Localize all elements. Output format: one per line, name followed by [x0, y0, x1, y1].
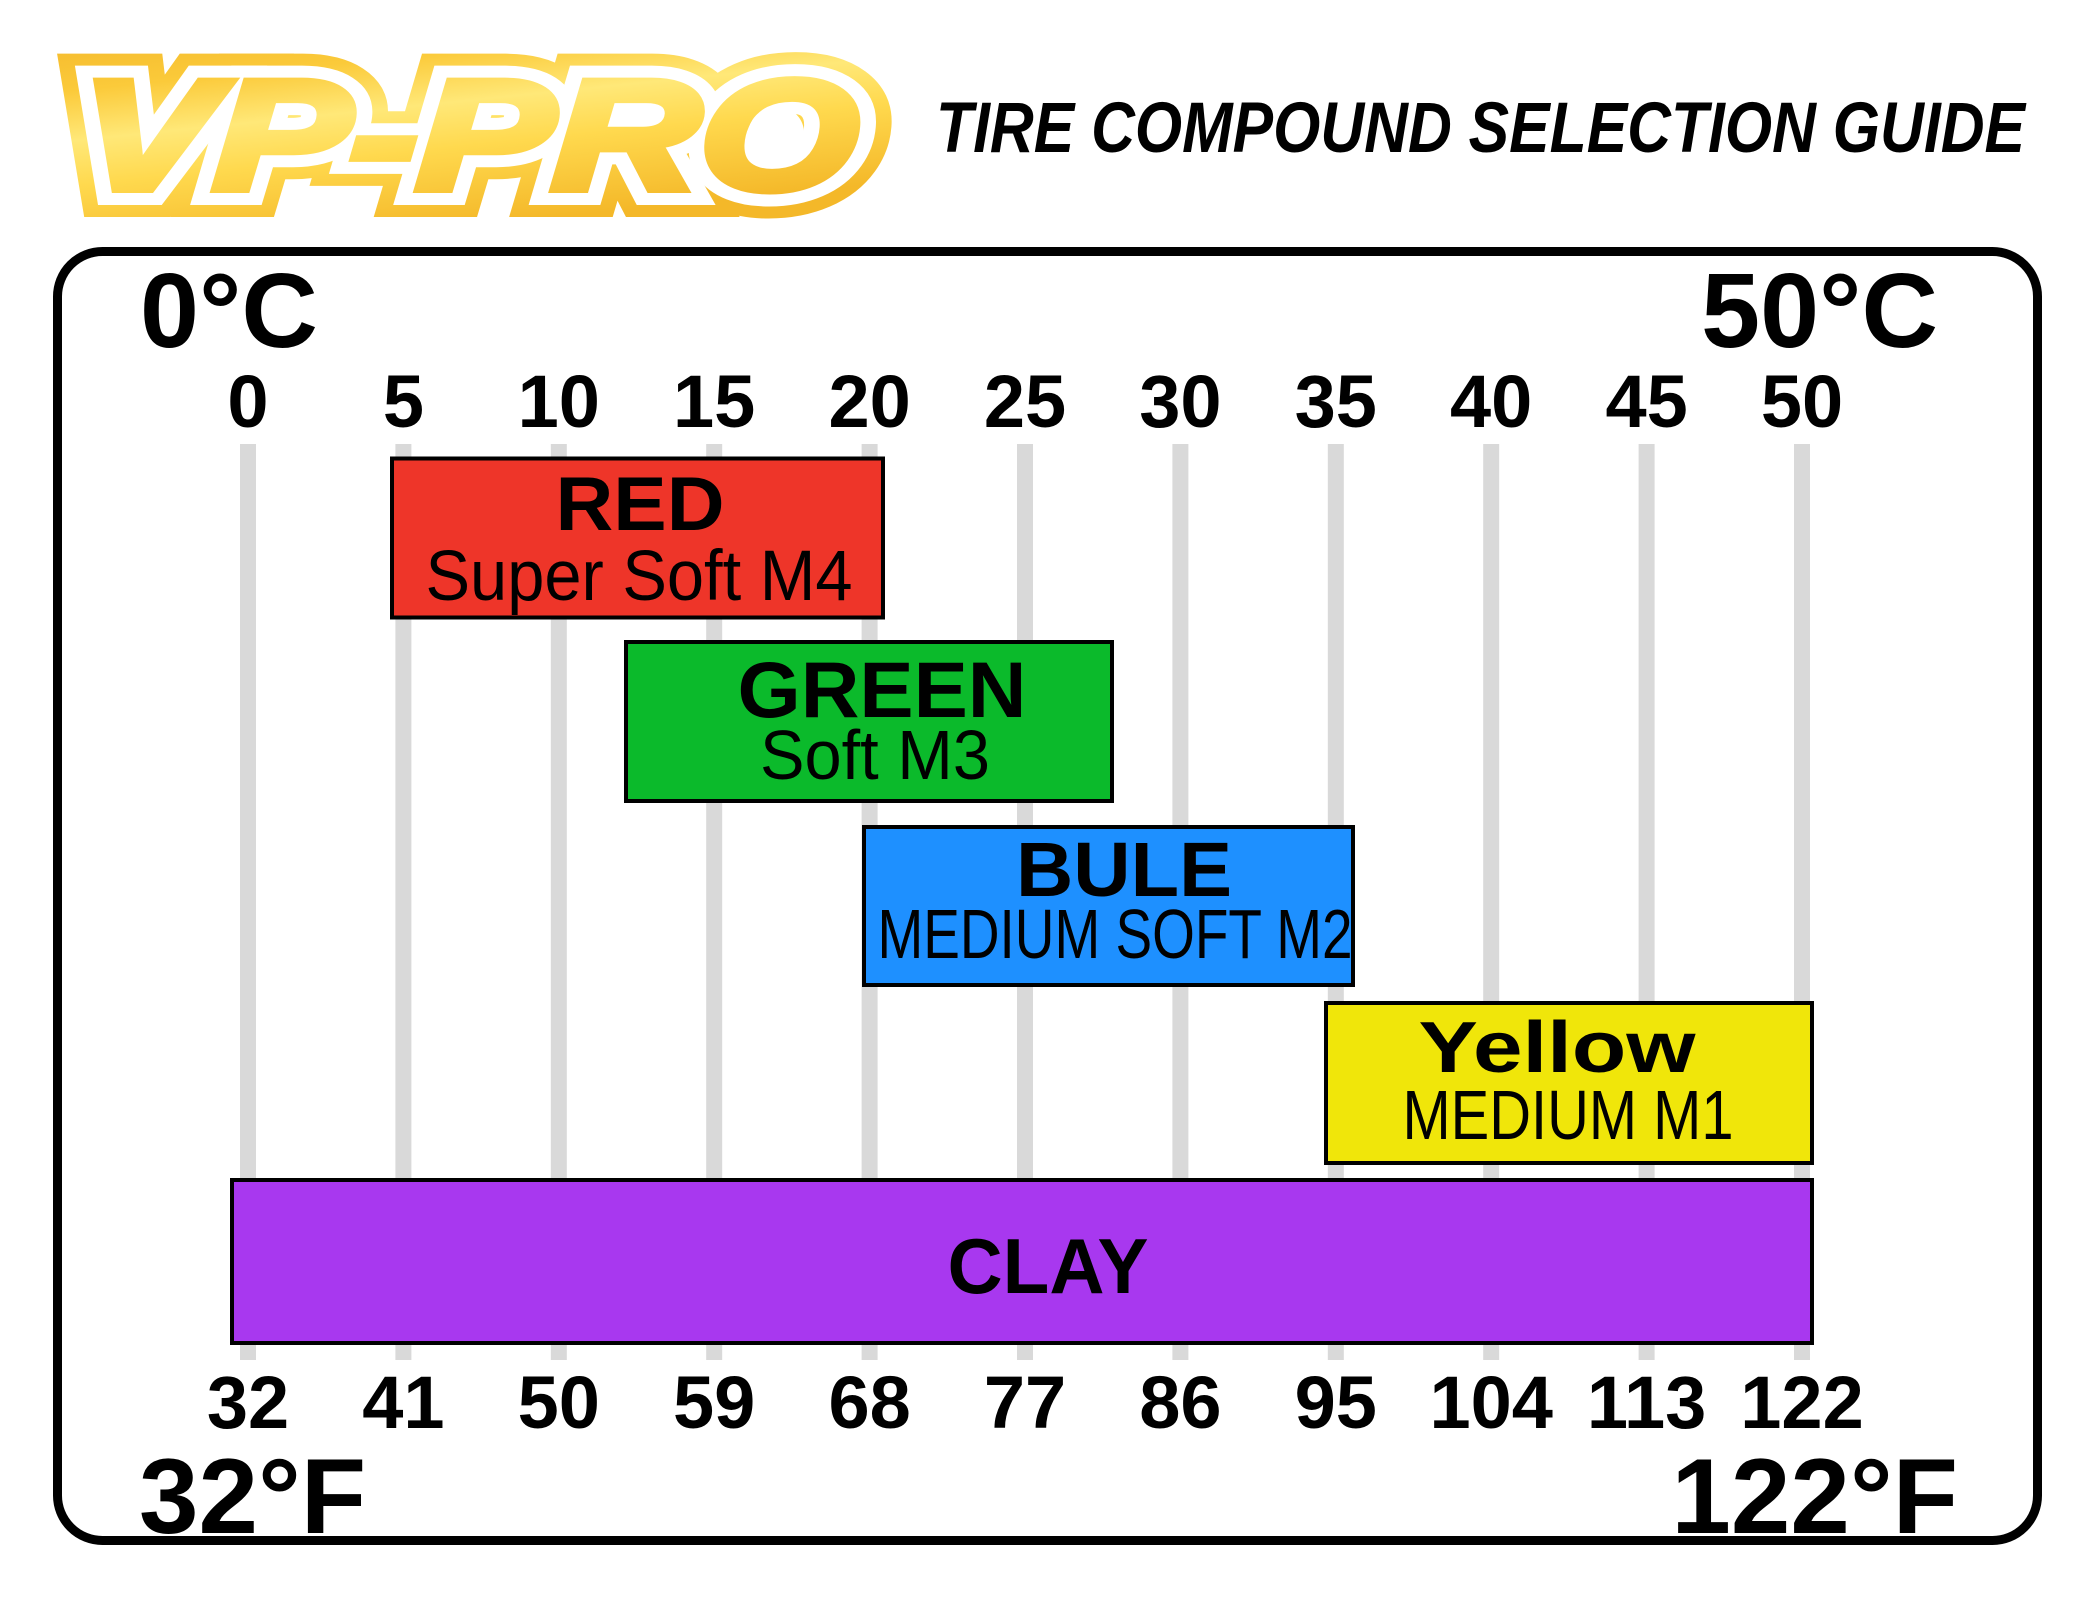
svg-text:30: 30: [1139, 360, 1221, 443]
svg-text:35: 35: [1295, 360, 1377, 443]
svg-text:86: 86: [1139, 1361, 1221, 1444]
svg-text:25: 25: [984, 360, 1066, 443]
svg-text:5: 5: [383, 360, 424, 443]
svg-text:0°C: 0°C: [140, 252, 318, 370]
svg-text:TIRE COMPOUND SELECTION GUIDE: TIRE COMPOUND SELECTION GUIDE: [936, 89, 2027, 168]
svg-text:50: 50: [1761, 360, 1843, 443]
svg-text:50°C: 50°C: [1701, 252, 1938, 370]
svg-text:Super Soft M4: Super Soft M4: [426, 537, 853, 616]
svg-text:10: 10: [518, 360, 600, 443]
svg-text:77: 77: [984, 1361, 1066, 1444]
svg-text:41: 41: [362, 1361, 444, 1444]
svg-text:GREEN: GREEN: [738, 645, 1027, 734]
svg-text:Soft M3: Soft M3: [760, 716, 990, 794]
svg-text:MEDIUM SOFT M2: MEDIUM SOFT M2: [878, 895, 1353, 973]
svg-text:95: 95: [1295, 1361, 1377, 1444]
svg-text:50: 50: [518, 1361, 600, 1444]
svg-text:20: 20: [828, 360, 910, 443]
svg-text:RED: RED: [556, 462, 725, 547]
svg-text:32°F: 32°F: [139, 1436, 366, 1556]
svg-text:32: 32: [207, 1361, 289, 1444]
svg-text:BULE: BULE: [1016, 827, 1232, 913]
svg-text:59: 59: [673, 1361, 755, 1444]
svg-text:CLAY: CLAY: [948, 1222, 1149, 1310]
svg-text:68: 68: [828, 1361, 910, 1444]
svg-text:VP-PRO: VP-PRO: [76, 49, 862, 223]
svg-text:122°F: 122°F: [1671, 1436, 1958, 1556]
svg-text:104: 104: [1429, 1361, 1552, 1444]
svg-text:15: 15: [673, 360, 755, 443]
svg-text:MEDIUM M1: MEDIUM M1: [1403, 1076, 1734, 1154]
svg-text:VP-PRO: VP-PRO: [76, 49, 862, 223]
svg-text:40: 40: [1450, 360, 1532, 443]
svg-text:45: 45: [1605, 360, 1687, 443]
svg-text:0: 0: [227, 360, 268, 443]
svg-text:Yellow: Yellow: [1419, 1008, 1697, 1088]
svg-text:122: 122: [1740, 1361, 1863, 1444]
svg-text:113: 113: [1587, 1361, 1706, 1444]
